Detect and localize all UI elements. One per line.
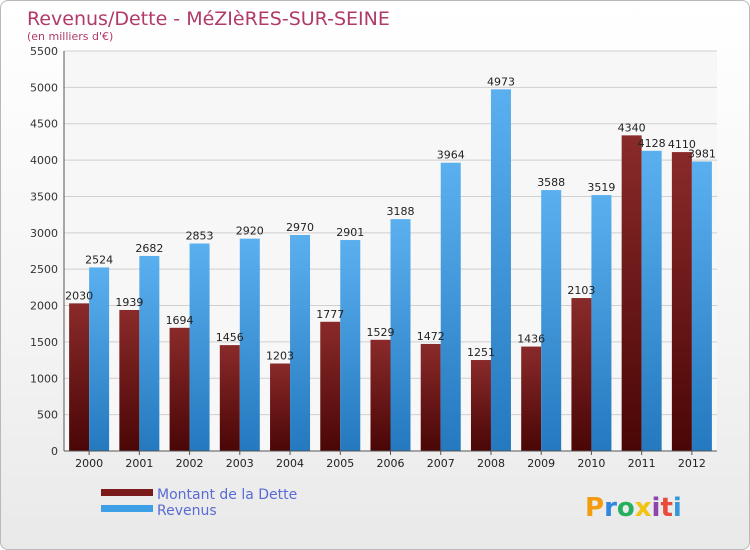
bar-revenus [139,255,160,451]
chart-subtitle: (en milliers d'€) [27,30,113,43]
data-label: 2524 [85,253,113,266]
bar-revenus [641,150,662,452]
y-tick-label: 0 [51,445,58,458]
bar-revenus [591,195,612,451]
bar-dette [370,339,391,451]
proxiti-logo: Proxiti [585,493,682,523]
x-tick-label: 2006 [377,457,405,470]
data-label: 2853 [186,230,214,243]
bar-dette [671,152,692,451]
data-label: 1529 [367,326,395,339]
x-tick-label: 2011 [628,457,656,470]
bar-revenus [340,240,361,451]
x-tick-label: 2003 [226,457,254,470]
data-label: 1939 [115,296,143,309]
x-tick-label: 2004 [276,457,304,470]
x-tick-label: 2012 [678,457,706,470]
bar-revenus [89,267,110,451]
x-tick-label: 2008 [477,457,505,470]
x-tick-label: 2002 [176,457,204,470]
y-tick-label: 1500 [30,336,58,349]
bar-revenus [290,235,311,451]
data-label: 2901 [336,226,364,239]
x-tick-label: 2000 [75,457,103,470]
data-label: 3964 [437,149,465,162]
data-label: 1203 [266,350,294,363]
bar-dette [621,135,642,451]
data-label: 2920 [236,225,264,238]
bar-dette [219,345,240,451]
y-tick-label: 1000 [30,372,58,385]
data-label: 2103 [567,284,595,297]
y-tick-label: 2000 [30,300,58,313]
bar-dette [571,298,592,451]
bar-dette [119,309,140,451]
data-label: 3588 [537,176,565,189]
data-label: 2030 [65,289,93,302]
data-label: 1251 [467,346,495,359]
y-tick-label: 2500 [30,263,58,276]
bar-dette [270,363,291,451]
data-label: 1472 [417,330,445,343]
x-tick-label: 2001 [125,457,153,470]
data-label: 1777 [316,308,344,321]
y-tick-label: 5000 [30,81,58,94]
data-label: 3519 [587,181,615,194]
y-tick-label: 5500 [30,45,58,58]
bar-dette [521,346,542,451]
data-label: 3188 [387,205,415,218]
x-tick-label: 2010 [577,457,605,470]
bar-revenus [541,190,562,451]
y-tick-label: 500 [37,409,58,422]
bar-revenus [691,161,712,452]
data-label: 2970 [286,221,314,234]
bar-revenus [239,238,260,451]
legend-swatch-revenus [101,505,153,512]
data-label: 1694 [166,314,194,327]
x-tick-label: 2009 [527,457,555,470]
bar-revenus [490,89,511,451]
data-label: 1436 [517,333,545,346]
data-label: 4340 [618,121,646,134]
data-label: 4128 [638,137,666,150]
data-label: 2682 [135,242,163,255]
x-tick-label: 2007 [427,457,455,470]
legend-label-revenus: Revenus [157,503,217,519]
data-label: 4973 [487,75,515,88]
bar-dette [69,303,90,451]
data-label: 1456 [216,331,244,344]
legend-swatch-dette [101,489,153,496]
bar-dette [420,343,441,451]
chart-title: Revenus/Dette - MéZIèRES-SUR-SEINE [27,8,390,30]
y-tick-label: 4000 [30,154,58,167]
data-label: 4110 [668,138,696,151]
x-tick-label: 2005 [326,457,354,470]
bar-revenus [390,219,411,451]
bar-dette [169,327,190,451]
y-tick-label: 3000 [30,227,58,240]
y-tick-label: 3500 [30,190,58,203]
data-label: 3981 [688,147,716,160]
bar-revenus [440,162,461,451]
legend-label-dette: Montant de la Dette [157,487,297,503]
bar-dette [470,360,491,451]
bar-revenus [189,243,210,451]
y-tick-label: 4500 [30,118,58,131]
bar-dette [320,321,341,451]
